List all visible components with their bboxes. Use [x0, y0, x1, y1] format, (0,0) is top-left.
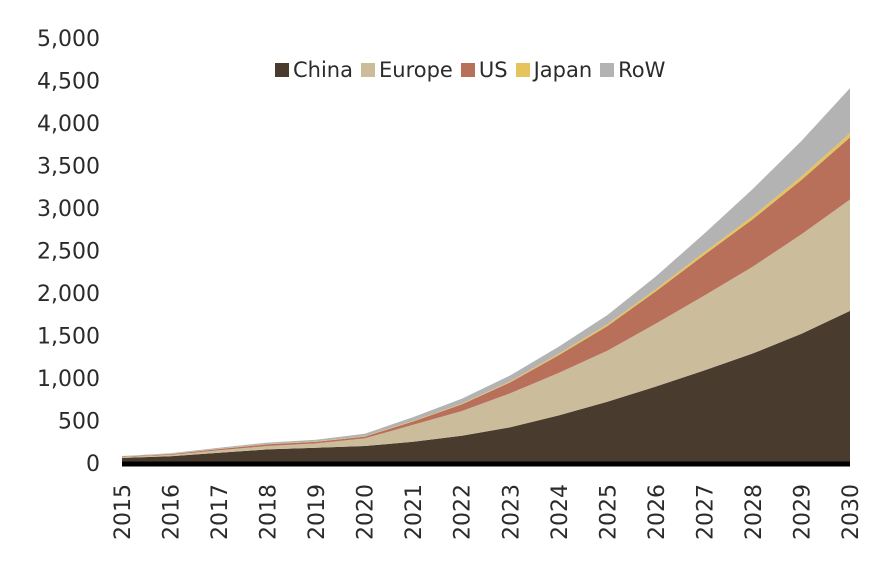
plot-area: [122, 88, 850, 463]
y-tick-label: 1,000: [37, 367, 100, 392]
y-axis: 0 500 1,000 1,500 2,000 2,500 3,000 3,500 4,000 4…: [37, 27, 100, 477]
legend-item: RoW: [600, 58, 665, 82]
x-tick-label: 2026: [645, 484, 670, 540]
x-tick-label: 2029: [790, 484, 815, 540]
x-tick-label: 2019: [305, 484, 330, 540]
legend-item: China: [275, 58, 353, 82]
x-tick-label: 2015: [111, 484, 136, 540]
x-tick-label: 2017: [208, 484, 233, 540]
x-tick-label: 2023: [499, 484, 524, 540]
legend-item: Europe: [361, 58, 453, 82]
y-tick-label: 1,500: [37, 325, 100, 350]
legend-label: Japan: [533, 58, 593, 82]
legend-item: US: [460, 58, 508, 82]
legend-label: China: [293, 58, 353, 82]
x-tick-label: 2020: [354, 484, 379, 540]
x-tick-label: 2018: [257, 484, 282, 540]
x-tick-label: 2024: [548, 484, 573, 540]
legend-swatch: [515, 63, 530, 77]
x-tick-label: 2021: [402, 484, 427, 540]
y-tick-label: 500: [58, 410, 100, 435]
y-tick-label: 0: [86, 452, 100, 477]
x-tick-label: 2030: [839, 484, 864, 540]
area-series-china: [122, 310, 850, 463]
legend-swatch: [600, 63, 615, 77]
x-tick-label: 2028: [742, 484, 767, 540]
legend: China Europe US Japan RoW: [275, 58, 673, 82]
y-tick-label: 5,000: [37, 27, 100, 52]
y-tick-label: 2,500: [37, 240, 100, 265]
area-series-europe: [122, 199, 850, 458]
y-tick-label: 3,500: [37, 155, 100, 180]
y-tick-label: 4,000: [37, 112, 100, 137]
legend-label: US: [478, 58, 508, 82]
x-tick-label: 2016: [160, 484, 185, 540]
legend-swatch: [275, 63, 289, 77]
y-tick-label: 3,000: [37, 197, 100, 222]
x-tick-label: 2022: [451, 484, 476, 540]
legend-item: Japan: [515, 58, 593, 82]
x-axis: 2015 2016 2017 2018 2019 2020 2021 2022 2023 2024…: [111, 484, 864, 540]
y-tick-label: 4,500: [37, 70, 100, 95]
legend-label: RoW: [618, 58, 666, 82]
x-tick-label: 2027: [693, 484, 718, 540]
legend-label: Europe: [379, 58, 453, 82]
x-tick-label: 2025: [596, 484, 621, 540]
y-tick-label: 2,000: [37, 282, 100, 307]
legend-swatch: [361, 63, 375, 77]
legend-swatch: [460, 63, 475, 77]
